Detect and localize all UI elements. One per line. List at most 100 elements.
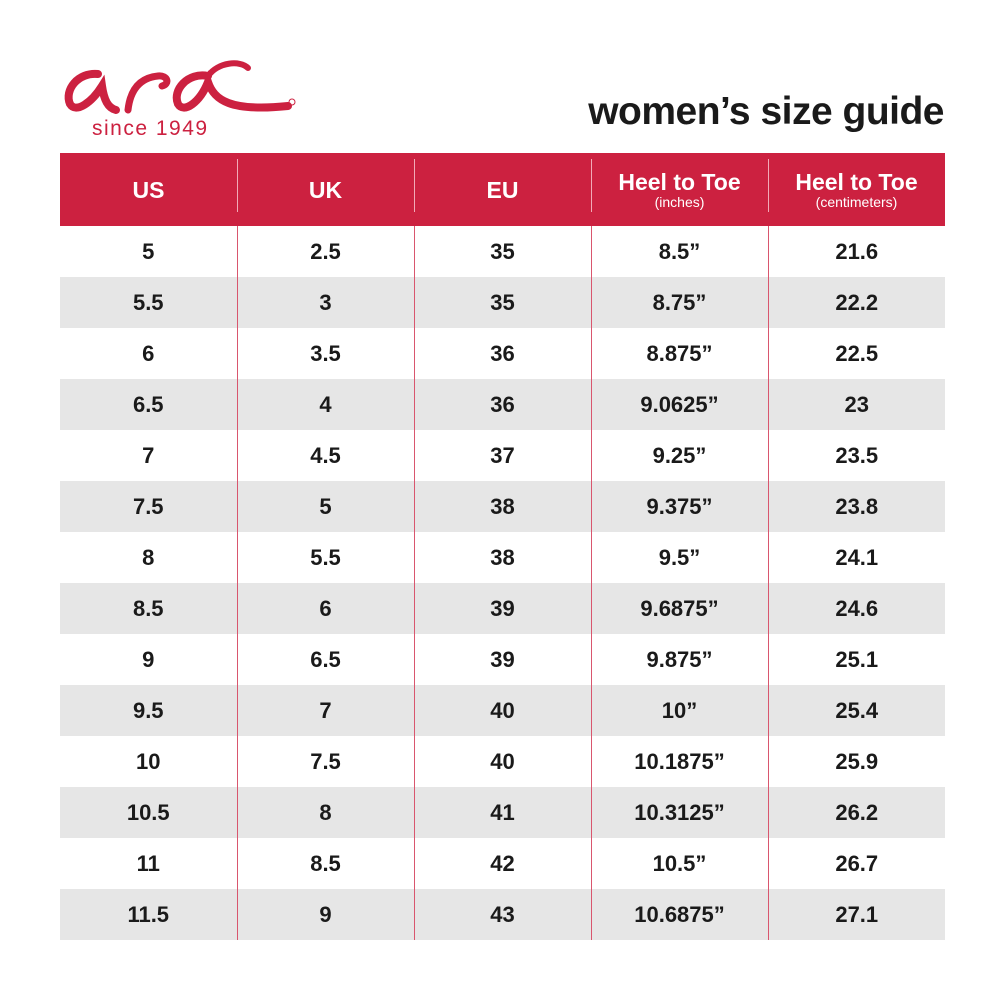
table-cell: 38 [413,532,591,583]
table-cell: 9.6875” [590,583,768,634]
table-cell: 24.6 [767,583,945,634]
table-cell: 35 [413,226,591,277]
table-row: 6.5 4 36 9.0625” 23 [60,379,945,430]
column-header: Heel to Toe (inches) [591,153,768,226]
table-cell: 3 [236,277,414,328]
header-label: US [132,176,165,203]
table-cell: 6 [142,340,155,366]
table-cell: 37 [413,430,591,481]
table-cell: 11 [136,850,160,876]
table-cell: 10” [590,685,768,736]
table-row: 7.5 5 38 9.375” 23.8 [60,481,945,532]
table-cell: 27.1 [767,889,945,940]
table-cell: 25.9 [767,736,945,787]
table-cell: 40 [413,736,591,787]
table-cell: 39 [413,583,591,634]
table-cell: 3.5 [236,328,414,379]
table-cell: 22.5 [767,328,945,379]
table-cell: 10.1875” [590,736,768,787]
page-title: women’s size guide [588,90,944,133]
column-header: EU [414,153,591,226]
table-cell: 10.6875” [590,889,768,940]
table-cell: 10.5 [60,787,237,838]
table-cell: 10.3125” [590,787,768,838]
table-row: 9.5 7 40 10” 25.4 [60,685,945,736]
table-cell: 9 [142,646,155,672]
table-cell: 42 [413,838,591,889]
table-cell: 38 [413,481,591,532]
table-cell: 6 [236,583,414,634]
table-cell: 43 [413,889,591,940]
table-row: 5.5 3 35 8.75” 22.2 [60,277,945,328]
table-cell: 7 [236,685,414,736]
table-cell: 7.5 [60,481,237,532]
table-cell: 2.5 [236,226,414,277]
table-cell: 21.6 [767,226,945,277]
table-cell: 39 [413,634,591,685]
header-label: Heel to Toe [795,168,918,195]
table-cell: 36 [413,328,591,379]
table-cell: 8.5” [590,226,768,277]
table-cell: 8.5 [236,838,414,889]
table-cell: 5 [142,238,155,264]
table-row: 6 3.5 36 8.875” 22.5 [60,328,945,379]
table-cell: 10 [136,748,161,774]
header-label: UK [308,176,343,203]
table-cell: 25.4 [767,685,945,736]
header-label: EU [486,176,519,203]
table-cell: 7.5 [236,736,414,787]
table-cell: 4.5 [236,430,414,481]
table-cell: 9.875” [590,634,768,685]
table-cell: 41 [413,787,591,838]
table-cell: 6.5 [236,634,414,685]
table-cell: 5.5 [60,277,237,328]
table-cell: 8.875” [590,328,768,379]
table-cell: 23.8 [767,481,945,532]
table-cell: 23 [767,379,945,430]
table-cell: 5.5 [236,532,414,583]
table-row: 10.5 8 41 10.3125” 26.2 [60,787,945,838]
table-cell: 9.25” [590,430,768,481]
table-cell: 8 [236,787,414,838]
table-row: 5 2.5 35 8.5” 21.6 [60,226,945,277]
column-header: Heel to Toe (centimeters) [768,153,945,226]
table-cell: 9.5 [60,685,237,736]
table-cell: 5 [236,481,414,532]
ara-logo [64,60,296,114]
table-row: 10 7.5 40 10.1875” 25.9 [60,736,945,787]
table-row: 9 6.5 39 9.875” 25.1 [60,634,945,685]
table-cell: 8.75” [590,277,768,328]
table-cell: 8 [142,544,155,570]
table-cell: 4 [236,379,414,430]
header-unit: (centimeters) [815,193,898,210]
table-cell: 8.5 [60,583,237,634]
logo-tagline: since 1949 [92,117,209,140]
table-cell: 22.2 [767,277,945,328]
table-cell: 40 [413,685,591,736]
header-unit: (inches) [654,193,705,210]
table-row: 11.5 9 43 10.6875” 27.1 [60,889,945,940]
table-cell: 35 [413,277,591,328]
table-row: 7 4.5 37 9.25” 23.5 [60,430,945,481]
table-cell: 25.1 [767,634,945,685]
table-cell: 11.5 [60,889,237,940]
table-cell: 9.5” [590,532,768,583]
table-cell: 23.5 [767,430,945,481]
size-table: US UK EU Heel to Toe (inches) Heel to Toe (cen… [60,153,945,940]
table-cell: 24.1 [767,532,945,583]
table-row: 11 8.5 42 10.5” 26.7 [60,838,945,889]
table-cell: 9.0625” [590,379,768,430]
table-cell: 9 [236,889,414,940]
column-header: US [60,153,237,226]
table-row: 8 5.5 38 9.5” 24.1 [60,532,945,583]
table-cell: 10.5” [590,838,768,889]
column-header: UK [237,153,414,226]
table-row: 8.5 6 39 9.6875” 24.6 [60,583,945,634]
table-cell: 6.5 [60,379,237,430]
table-cell: 7 [142,442,155,468]
header-label: Heel to Toe [618,168,741,195]
table-cell: 26.7 [767,838,945,889]
table-cell: 9.375” [590,481,768,532]
table-cell: 26.2 [767,787,945,838]
table-cell: 36 [413,379,591,430]
